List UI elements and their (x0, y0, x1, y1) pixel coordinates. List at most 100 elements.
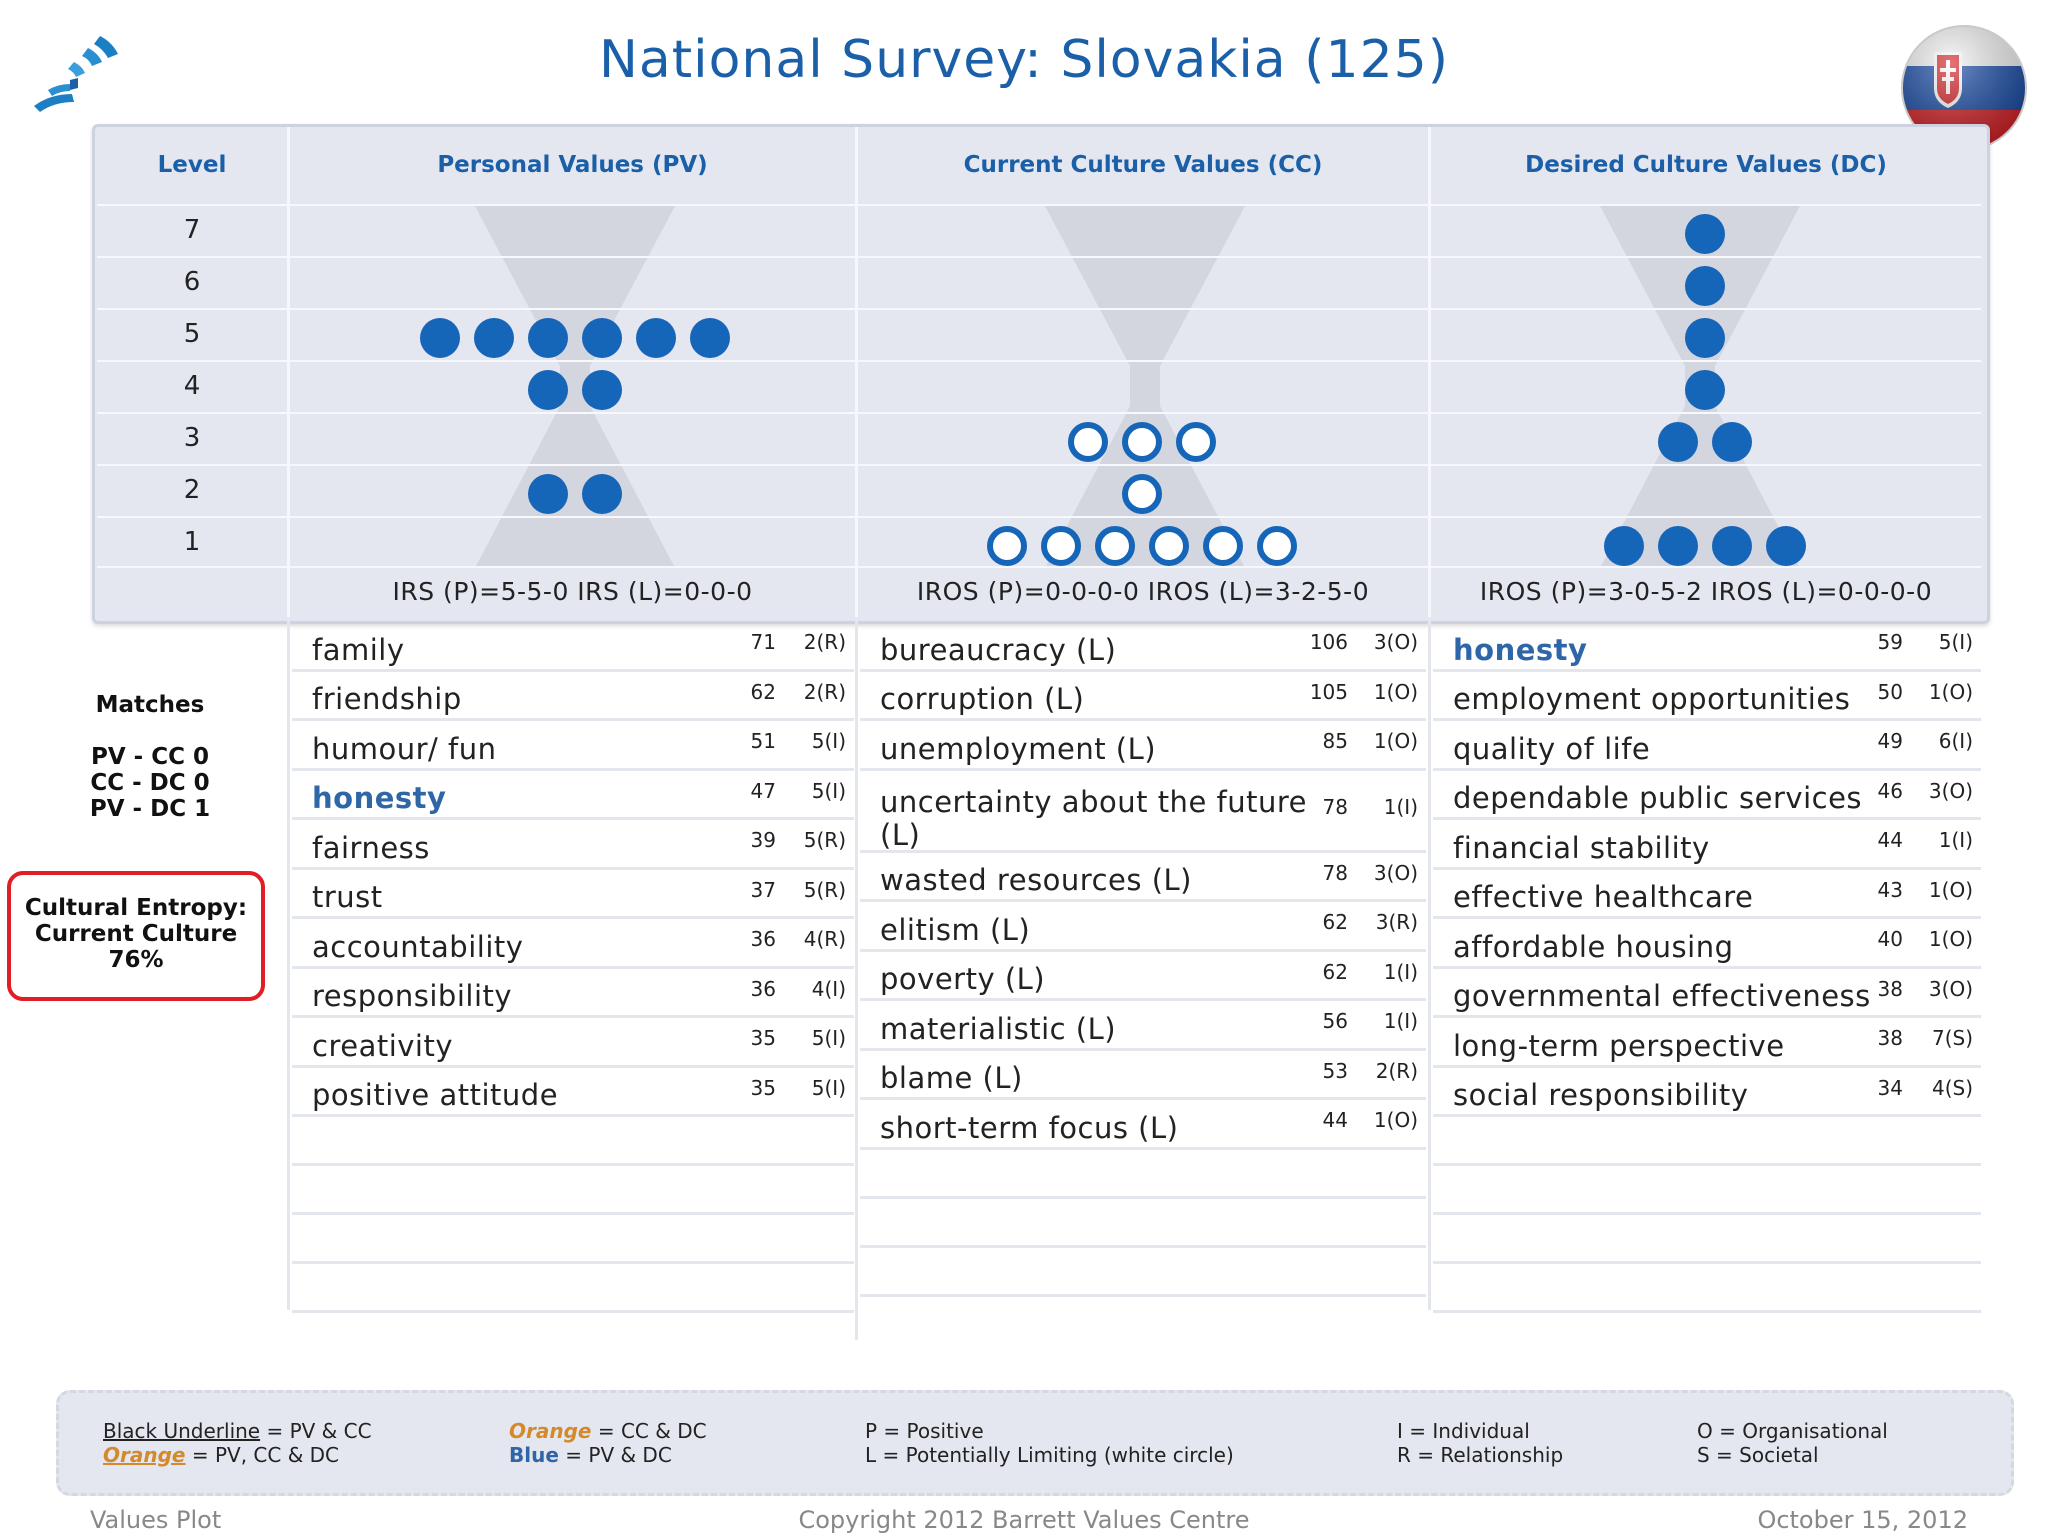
pv-value-name: accountability (312, 929, 524, 964)
dc-value-row: honesty 59 5(I) (1433, 622, 1981, 672)
dc-value-type: 1(O) (1928, 927, 1973, 951)
cc-value-type: 3(R) (1375, 910, 1418, 934)
legend-orange: Orange = CC & DC (509, 1419, 707, 1443)
dc-value-type: 4(S) (1931, 1075, 1973, 1100)
pv-value-row: honesty 47 5(I) (292, 771, 854, 820)
pv-value-row: trust 37 5(R) (292, 870, 854, 919)
limiting-value-dot (1176, 422, 1216, 462)
positive-value-dot (1685, 370, 1725, 410)
cc-iros: IROS (P)=0-0-0-0 IROS (L)=3-2-5-0 (916, 576, 1370, 606)
pv-value-count: 36 (750, 976, 776, 1001)
cc-value-name: poverty (L) (880, 962, 1046, 996)
pv-value-type: 5(I) (811, 1075, 846, 1100)
cc-value-name: blame (L) (880, 1061, 1023, 1095)
dc-value-row: long-term perspective 38 7(S) (1433, 1018, 1981, 1068)
slovakia-flag-icon (1901, 25, 2027, 151)
page-title: National Survey: Slovakia (125) (598, 30, 1450, 90)
pv-value-row: family 71 2(R) (292, 622, 854, 672)
cc-value-count: 85 (1322, 729, 1348, 753)
dc-empty-row (1433, 1117, 1981, 1166)
cc-value-count: 56 (1322, 1009, 1348, 1033)
cc-value-count: 105 (1309, 679, 1348, 704)
pv-value-count: 51 (750, 729, 776, 753)
dc-value-name: affordable housing (1453, 929, 1734, 964)
dc-empty-row (1433, 1166, 1981, 1215)
dc-value-type: 5(I) (1938, 630, 1973, 654)
pv-value-type: 5(R) (803, 877, 846, 902)
dc-value-row: governmental effectiveness 38 3(O) (1433, 969, 1981, 1018)
positive-value-dot (582, 318, 622, 358)
pv-header: Personal Values (PV) (437, 152, 708, 178)
pv-value-type: 5(I) (811, 778, 846, 803)
cc-value-name: elitism (L) (880, 912, 1031, 947)
pv-value-row: creativity 35 5(I) (292, 1018, 854, 1068)
pv-empty-row (292, 1215, 854, 1264)
cc-value-type: 3(O) (1373, 630, 1418, 654)
barrett-logo-icon (34, 36, 118, 112)
level-header: Level (157, 152, 227, 178)
dc-value-name: employment opportunities (1453, 682, 1851, 716)
level-1: 1 (183, 527, 201, 557)
cc-value-count: 53 (1322, 1058, 1348, 1083)
cc-value-name: bureaucracy (L) (880, 632, 1117, 667)
positive-value-dot (1685, 214, 1725, 254)
pv-empty-row (292, 1166, 854, 1215)
cc-header: Current Culture Values (CC) (963, 152, 1323, 178)
limiting-value-dot (1041, 526, 1081, 566)
cc-value-type: 1(I) (1383, 959, 1418, 984)
positive-value-dot (690, 318, 730, 358)
cc-value-row: wasted resources (L) 78 3(O) (860, 853, 1426, 902)
pv-value-name: responsibility (312, 979, 513, 1013)
pv-value-count: 71 (750, 630, 776, 654)
dc-value-name: honesty (1453, 632, 1588, 667)
legend: Black Underline = PV & CC Orange = PV, C… (56, 1390, 2014, 1496)
matches-pv-dc: PV - DC 1 (89, 796, 211, 822)
dc-value-type: 1(O) (1928, 877, 1973, 902)
pv-value-name: fairness (312, 830, 430, 865)
level-2: 2 (183, 475, 201, 505)
limiting-value-dot (1203, 526, 1243, 566)
dc-value-type: 7(S) (1931, 1026, 1973, 1050)
dc-value-count: 46 (1877, 778, 1903, 803)
pv-irs: IRS (P)=5-5-0 IRS (L)=0-0-0 (392, 576, 753, 606)
cc-value-row: corruption (L) 105 1(O) (860, 672, 1426, 721)
dc-value-count: 49 (1877, 729, 1903, 753)
dc-value-count: 34 (1877, 1075, 1903, 1100)
dc-value-row: affordable housing 40 1(O) (1433, 919, 1981, 969)
dc-iros: IROS (P)=3-0-5-2 IROS (L)=0-0-0-0 (1479, 576, 1933, 606)
dc-value-name: financial stability (1453, 830, 1710, 865)
cc-value-type: 1(I) (1383, 794, 1418, 819)
pv-value-row: responsibility 36 4(I) (292, 969, 854, 1018)
cc-value-count: 62 (1322, 959, 1348, 984)
legend-organisational: O = Organisational (1697, 1419, 1888, 1443)
pv-value-name: humour/ fun (312, 731, 497, 766)
positive-value-dot (474, 318, 514, 358)
cc-value-count: 106 (1309, 630, 1348, 654)
dc-value-count: 50 (1877, 679, 1903, 704)
pv-value-name: honesty (312, 781, 447, 815)
legend-limiting: L = Potentially Limiting (white circle) (865, 1443, 1234, 1467)
positive-value-dot (1766, 526, 1806, 566)
limiting-value-dot (1149, 526, 1189, 566)
dc-value-row: social responsibility 34 4(S) (1433, 1068, 1981, 1117)
positive-value-dot (1658, 526, 1698, 566)
cc-value-type: 1(O) (1373, 729, 1418, 753)
cc-value-type: 3(O) (1373, 860, 1418, 885)
pv-value-count: 35 (750, 1075, 776, 1100)
entropy-scope: Current Culture (34, 921, 238, 947)
dc-value-row: financial stability 44 1(I) (1433, 820, 1981, 870)
level-4: 4 (183, 371, 201, 401)
cc-value-name: unemployment (L) (880, 731, 1157, 766)
level-6: 6 (183, 267, 201, 297)
limiting-value-dot (987, 526, 1027, 566)
level-5: 5 (183, 319, 201, 349)
pv-value-type: 4(R) (803, 927, 846, 951)
pv-value-type: 2(R) (803, 679, 846, 704)
cc-empty-row (860, 1150, 1426, 1199)
dc-value-count: 44 (1877, 828, 1903, 852)
cc-value-row: blame (L) 53 2(R) (860, 1051, 1426, 1100)
dc-value-count: 38 (1877, 976, 1903, 1001)
pv-value-name: family (312, 632, 405, 667)
pv-value-row: accountability 36 4(R) (292, 919, 854, 969)
cc-value-row: poverty (L) 62 1(I) (860, 952, 1426, 1001)
